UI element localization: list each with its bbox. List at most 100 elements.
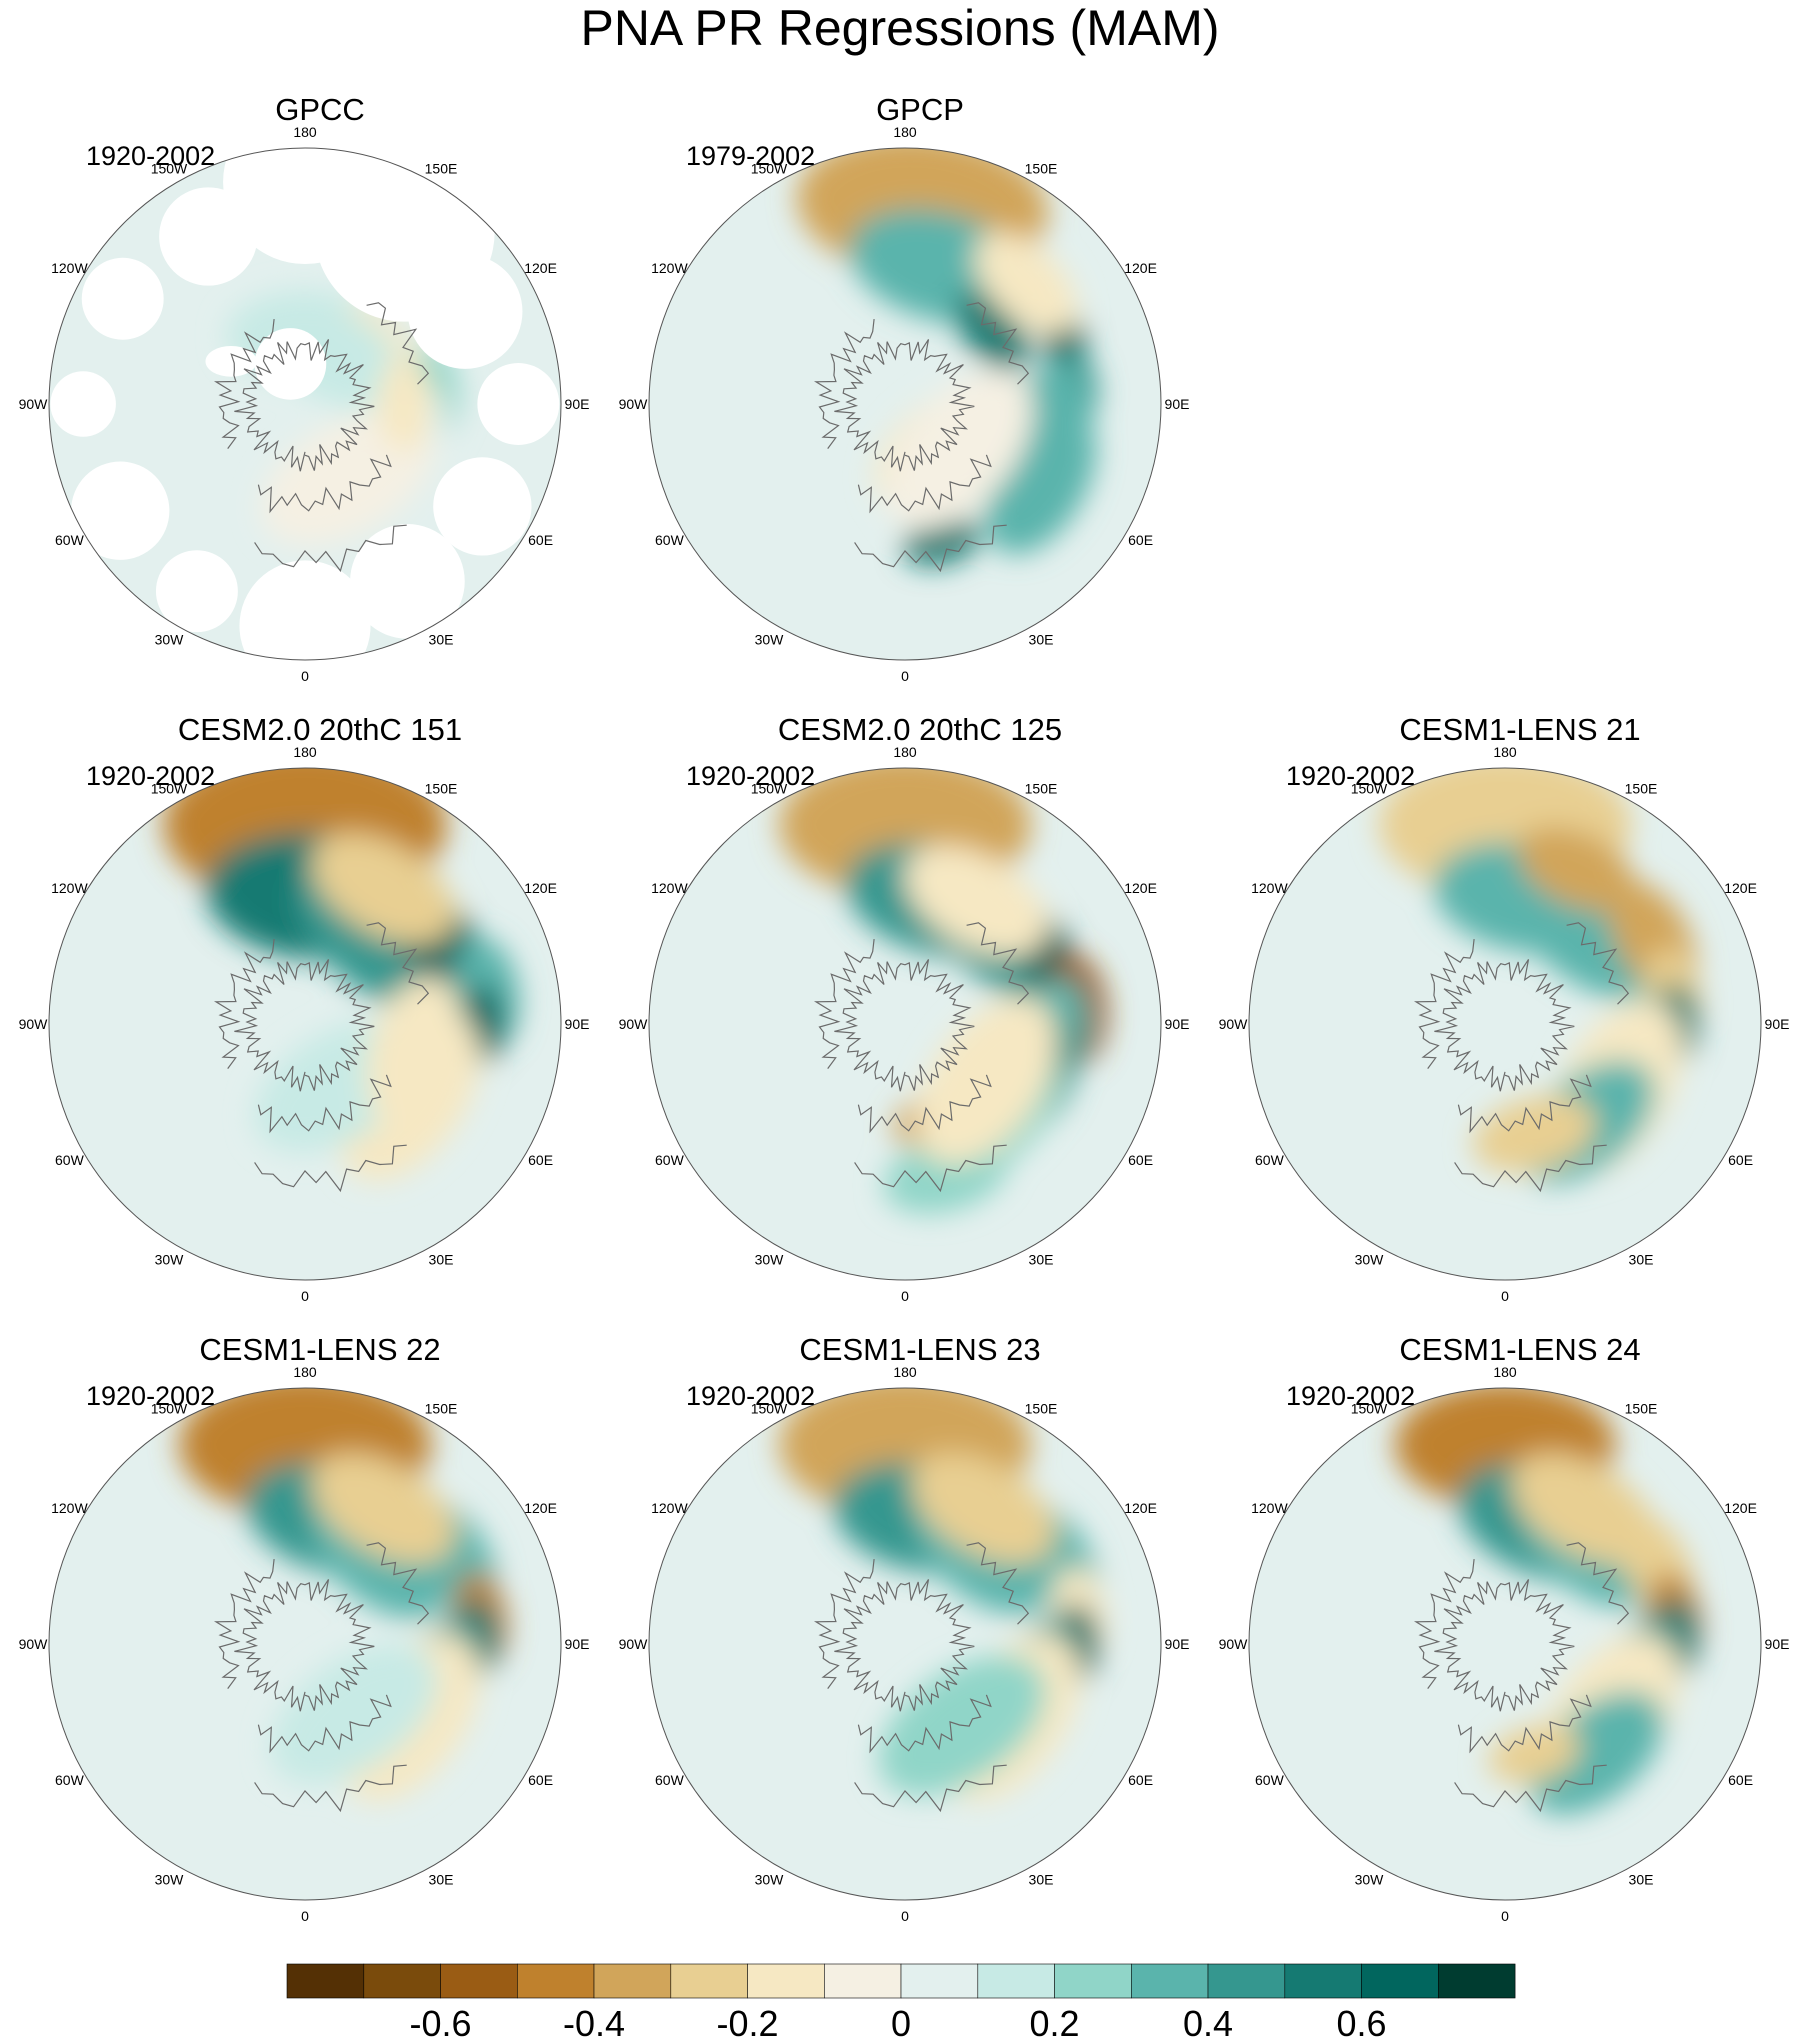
longitude-label: 120E [524,260,557,276]
colorbar-swatch [1207,1963,1286,1999]
longitude-label: 150E [425,1400,458,1416]
longitude-label: 90W [19,1016,49,1032]
longitude-label: 0 [301,668,309,684]
coastline [254,1764,407,1813]
coastline [257,454,392,514]
anomaly-blob [911,1453,1056,1564]
longitude-label: 120W [51,260,88,276]
map-border [648,1387,1162,1901]
longitude-label: 30E [1629,1252,1654,1268]
longitude-label: 90E [1765,1016,1790,1032]
longitude-label: 60W [655,532,685,548]
longitude-label: 60W [655,1772,685,1788]
longitude-label: 60E [528,1772,553,1788]
longitude-label: 30W [1355,1872,1385,1888]
longitude-label: 120W [651,1500,688,1516]
longitude-label: 60E [1128,1152,1153,1168]
longitude-label: 0 [1501,1908,1509,1924]
anomaly-blob [270,1643,438,1784]
longitude-label: 30E [429,1252,454,1268]
panel-cesm2-125: CESM2.0 20thC 125 180 150E 120E 90E 60E 30E 0 30… [619,712,1200,1312]
longitude-label: 30E [1029,1252,1054,1268]
longitude-label: 180 [893,744,917,760]
panel-period: 1920-2002 [86,141,216,171]
colorbar-swatch [900,1963,979,1999]
coastline [1566,922,1630,1005]
longitude-label: 150W [751,1400,788,1416]
longitude-label: 90E [565,396,590,412]
coastline [834,959,975,1092]
panel-period: 1920-2002 [1286,1381,1416,1411]
longitude-label: 60E [528,1152,553,1168]
colorbar-tick-label: 0 [891,2003,911,2042]
longitude-label: 150W [751,160,788,176]
longitude-label: 30E [429,1872,454,1888]
longitude-label: 60W [1255,1772,1285,1788]
longitude-label: 0 [1501,1288,1509,1304]
longitude-label: 60E [1728,1152,1753,1168]
coastline [257,1074,392,1134]
polar-map: 180 150E 120E 90E 60E 30E 0 30W 60W 90W 120W 150W [1219,744,1790,1304]
longitude-label: 30W [755,1872,785,1888]
longitude-label: 180 [1493,744,1517,760]
longitude-label: 180 [1493,1364,1517,1380]
panel-period: 1920-2002 [86,1381,216,1411]
longitude-label: 60W [55,1772,85,1788]
coastline [1457,1074,1592,1134]
longitude-label: 180 [893,124,917,140]
longitude-label: 90E [1765,1636,1790,1652]
anomaly-blob [904,845,1049,957]
polar-map: 180 150E 120E 90E 60E 30E 0 30W 60W 90W 120W 150W [1219,1364,1790,1924]
panel-lens24: CESM1-LENS 24 180 150E 120E 90E 60E 30E 0 30W 60W… [1219,1332,1800,1932]
coastline [854,524,1007,573]
coastline [813,939,875,1069]
coastline [366,922,430,1005]
panel-period: 1920-2002 [86,761,216,791]
polar-map: 180 150E 120E 90E 60E 30E 0 30W 60W 90W 120W 150W [619,1364,1190,1924]
coastline [1566,1542,1630,1625]
panel-period: 1920-2002 [686,761,816,791]
colorbar-tick-label: -0.4 [563,2003,625,2042]
missing-data-mask [254,328,327,400]
colorbar-swatch [747,1963,825,1999]
longitude-label: 30W [155,1252,185,1268]
longitude-label: 90W [19,1636,49,1652]
longitude-label: 120E [524,880,557,896]
colorbar-swatch [977,1963,1055,1999]
anomaly-blob [974,231,1078,335]
longitude-label: 60W [55,1152,85,1168]
anomaly-blob [366,976,463,1131]
longitude-label: 0 [901,668,909,684]
longitude-label: 180 [293,744,317,760]
map-border [648,767,1162,1281]
map-border [48,147,562,661]
colorbar-tick-label: 0.4 [1183,2003,1233,2042]
longitude-label: 0 [901,1908,909,1924]
polar-map: 180 150E 120E 90E 60E 30E 0 30W 60W 90W 120W 150W [619,124,1190,684]
colorbar-swatch [1284,1963,1362,1999]
longitude-label: 120E [1124,880,1157,896]
longitude-label: 180 [893,1364,917,1380]
longitude-label: 90E [1165,1016,1190,1032]
coastline [857,1694,992,1754]
anomaly-blob [916,997,1057,1165]
longitude-label: 90W [619,1636,649,1652]
missing-data-mask [71,461,170,560]
longitude-label: 120W [651,880,688,896]
coastline [857,1074,992,1134]
colorbar-swatch [1438,1963,1516,1999]
longitude-label: 150E [1625,1400,1658,1416]
anomaly-blob [955,290,1029,372]
longitude-label: 60E [528,532,553,548]
coastline [366,302,430,385]
longitude-label: 60E [1128,1772,1153,1788]
polar-map: 180 150E 120E 90E 60E 30E 0 30W 60W 90W 120W 150W [619,744,1190,1304]
longitude-label: 0 [901,1288,909,1304]
coastline [1434,959,1575,1092]
panel-cesm2-151: CESM2.0 20thC 151 180 150E 120E 90E 60E 30E 0 30… [19,712,600,1312]
coastline [1413,939,1475,1069]
coastline [966,1542,1030,1625]
coastline [254,524,407,573]
colorbar-swatch [670,1963,748,1999]
anomaly-blob [1488,1725,1581,1783]
